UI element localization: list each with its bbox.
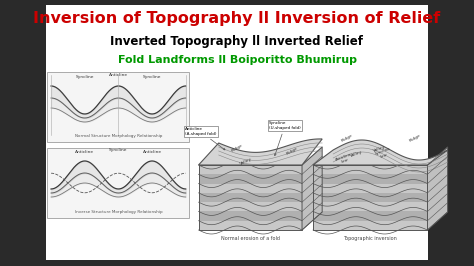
FancyBboxPatch shape [46,5,428,260]
Polygon shape [313,174,428,184]
Text: Normal erosion of a fold: Normal erosion of a fold [221,236,280,241]
Text: Anticline
Low: Anticline Low [335,152,354,166]
Text: Anticline: Anticline [143,150,162,154]
Text: Fold Landforms ll Boiporitto Bhumirup: Fold Landforms ll Boiporitto Bhumirup [118,55,356,65]
Text: Anticline: Anticline [109,73,128,77]
Polygon shape [199,165,302,174]
Text: Valley: Valley [349,150,363,158]
Polygon shape [313,165,428,174]
Polygon shape [199,193,302,202]
Polygon shape [313,184,428,193]
Text: Inverted Topography ll Inverted Relief: Inverted Topography ll Inverted Relief [110,35,364,48]
Polygon shape [199,211,302,221]
FancyBboxPatch shape [47,148,190,218]
Polygon shape [313,140,447,165]
Text: Syncline: Syncline [143,75,161,79]
Text: Valley: Valley [239,157,253,166]
Text: Topographic inversion: Topographic inversion [343,236,397,241]
Polygon shape [199,221,302,230]
Text: Syncline
(U-shaped fold): Syncline (U-shaped fold) [269,121,301,156]
Text: Ridge: Ridge [340,133,354,143]
Polygon shape [199,174,302,184]
Text: Ridge: Ridge [285,146,299,156]
Text: Ridge: Ridge [230,143,244,153]
Polygon shape [199,184,302,193]
Polygon shape [199,139,322,165]
Polygon shape [313,193,428,202]
Text: Syncline: Syncline [75,75,94,79]
Text: Valley: Valley [372,145,386,153]
Polygon shape [302,147,322,230]
Text: Anticline: Anticline [75,150,94,154]
Text: Normal Structure Morphology Relationship: Normal Structure Morphology Relationship [75,134,162,138]
FancyBboxPatch shape [47,72,190,142]
Polygon shape [313,211,428,221]
Text: Syncline
Low: Syncline Low [374,146,393,160]
Text: Anticline
(A-shaped fold): Anticline (A-shaped fold) [185,127,225,150]
Text: Ridge: Ridge [409,133,422,143]
Text: Inversion of Topography ll Inversion of Relief: Inversion of Topography ll Inversion of … [33,10,441,26]
Polygon shape [313,221,428,230]
Polygon shape [313,202,428,211]
Polygon shape [199,202,302,211]
Text: Syncline: Syncline [109,148,128,152]
Text: Inverse Structure Morphology Relationship: Inverse Structure Morphology Relationshi… [74,210,162,214]
Polygon shape [428,147,447,230]
